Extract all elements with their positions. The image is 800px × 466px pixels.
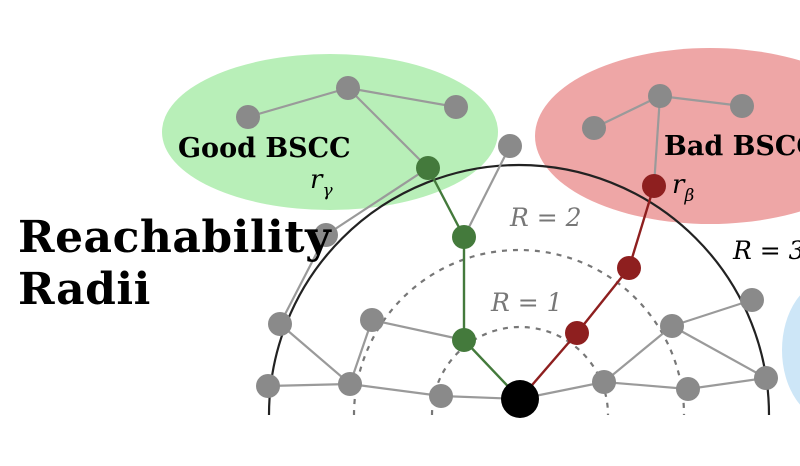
node xyxy=(338,372,362,396)
bad-bscc-label: Bad BSCC xyxy=(664,131,800,162)
good-node xyxy=(416,156,440,180)
good-bscc-region xyxy=(162,54,498,210)
node xyxy=(648,84,672,108)
node xyxy=(498,134,522,158)
gray-nodes xyxy=(236,76,778,408)
node xyxy=(360,308,384,332)
r-gamma-label: rγ xyxy=(310,165,333,201)
node xyxy=(336,76,360,100)
outer-radius-circle xyxy=(267,163,771,416)
good-bscc-label: Good BSCC xyxy=(178,133,351,164)
title-line-1: Reachability xyxy=(18,212,332,263)
r-beta-label: rβ xyxy=(672,170,694,206)
good-path xyxy=(426,167,521,400)
good-path-nodes xyxy=(416,156,476,352)
bad-node xyxy=(617,256,641,280)
bad-node xyxy=(642,174,666,198)
side-region xyxy=(782,295,800,405)
node xyxy=(676,377,700,401)
diagram-title: Reachability Radii xyxy=(18,212,331,316)
node xyxy=(754,366,778,390)
good-node xyxy=(452,328,476,352)
radius-2-circle xyxy=(352,248,686,416)
node xyxy=(730,94,754,118)
node xyxy=(256,374,280,398)
node xyxy=(444,95,468,119)
node xyxy=(429,384,453,408)
node xyxy=(582,116,606,140)
bad-path-nodes xyxy=(565,174,666,345)
node xyxy=(314,223,338,247)
origin-node xyxy=(501,380,539,418)
node xyxy=(236,105,260,129)
radius-3-label: R = 3 xyxy=(732,236,800,265)
bad-node xyxy=(565,321,589,345)
node xyxy=(592,370,616,394)
good-node xyxy=(452,225,476,249)
node xyxy=(740,288,764,312)
radius-2-label: R = 2 xyxy=(509,203,582,232)
radius-1-label: R = 1 xyxy=(490,288,563,317)
title-line-2: Radii xyxy=(18,264,151,315)
node xyxy=(660,314,684,338)
node xyxy=(268,312,292,336)
